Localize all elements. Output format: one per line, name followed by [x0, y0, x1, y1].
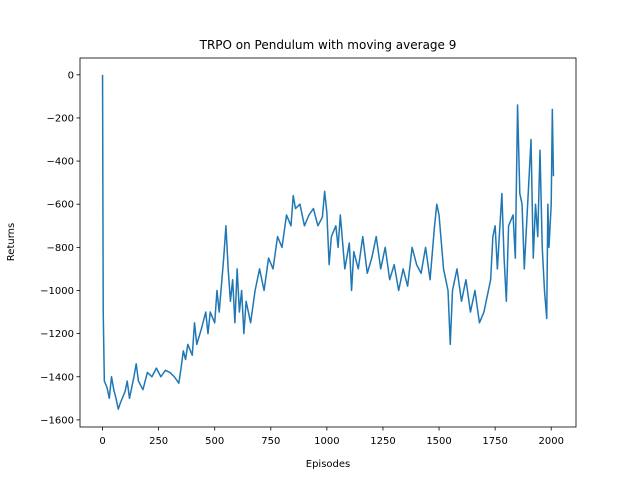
y-tick-label: −1600 — [40, 415, 74, 426]
chart-title: TRPO on Pendulum with moving average 9 — [199, 38, 457, 52]
x-tick-label: 1500 — [426, 436, 451, 447]
x-tick-label: 2000 — [538, 436, 563, 447]
plot-frame — [79, 57, 577, 428]
y-tick-label: −1000 — [40, 286, 74, 297]
y-tick-label: −600 — [47, 200, 74, 211]
y-tick-label: −1200 — [40, 329, 74, 340]
x-tick-label: 500 — [205, 436, 224, 447]
x-tick-label: 1000 — [314, 436, 339, 447]
x-tick-label: 750 — [261, 436, 280, 447]
x-tick-label: 250 — [149, 436, 168, 447]
x-tick-label: 0 — [99, 436, 105, 447]
y-tick-label: 0 — [68, 70, 74, 81]
x-tick-label: 1750 — [482, 436, 507, 447]
x-tick-label: 1250 — [370, 436, 395, 447]
y-axis-label: Returns — [6, 223, 17, 261]
y-tick-label: −200 — [47, 113, 74, 124]
y-tick-label: −400 — [47, 157, 74, 168]
x-axis-label: Episodes — [306, 459, 350, 470]
line — [101, 74, 555, 410]
y-tick-label: −1400 — [40, 372, 74, 383]
y-tick-label: −800 — [47, 243, 74, 254]
